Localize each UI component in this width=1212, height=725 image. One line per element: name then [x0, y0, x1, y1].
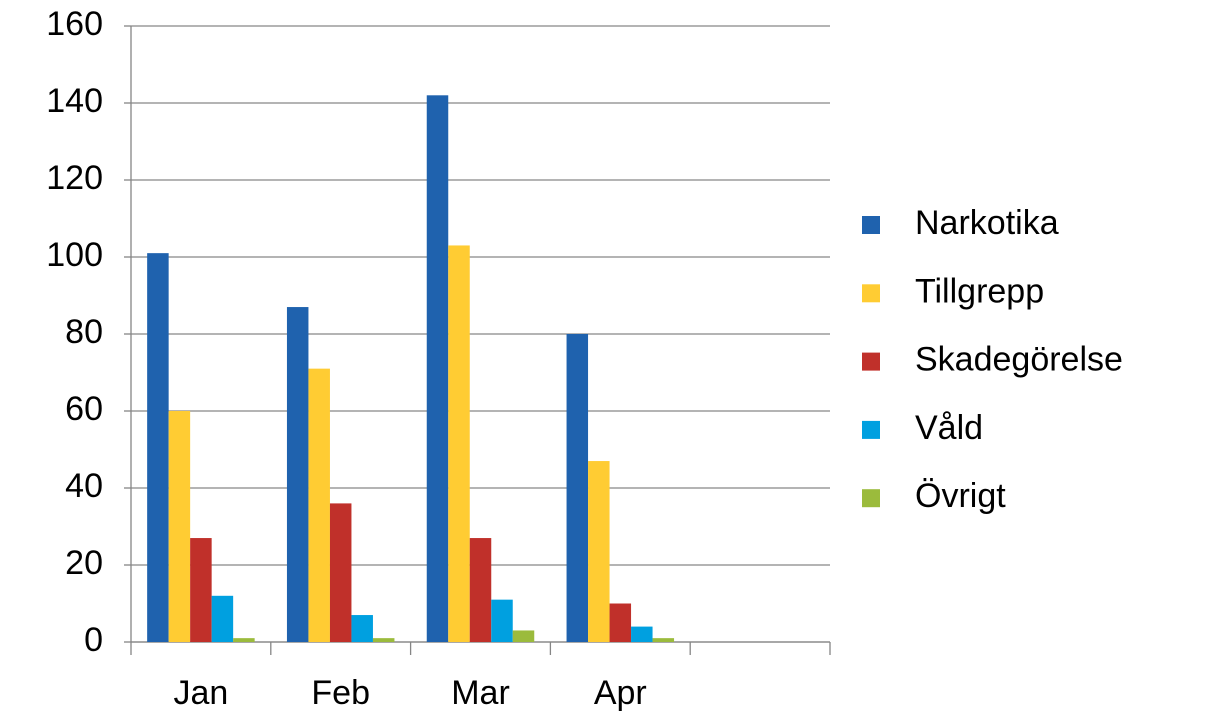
x-tick-label: Feb: [311, 674, 370, 712]
bar: [211, 595, 234, 642]
y-tick-label: 80: [65, 313, 103, 351]
bar: [426, 95, 449, 643]
legend-swatch: [862, 420, 880, 439]
legend-label: Våld: [915, 409, 983, 447]
legend-swatch: [862, 284, 880, 303]
bar: [491, 599, 513, 642]
bar: [609, 603, 632, 642]
x-tick-label: Mar: [451, 674, 510, 712]
legend-label: Skadegörelse: [915, 341, 1123, 379]
bar: [652, 638, 675, 642]
bar: [566, 334, 589, 642]
y-tick-label: 140: [46, 82, 103, 120]
bar: [372, 638, 395, 642]
bar: [168, 411, 191, 642]
bar: [588, 461, 610, 642]
bar: [147, 253, 169, 642]
y-tick-label: 40: [65, 467, 103, 505]
bar: [190, 538, 212, 642]
legend-swatch: [862, 489, 880, 508]
x-tick-label: Apr: [594, 674, 647, 712]
legend-label: Narkotika: [915, 204, 1059, 242]
y-tick-label: 20: [65, 544, 103, 582]
legend-swatch: [862, 216, 880, 234]
x-tick-label: Jan: [173, 674, 228, 712]
legend-label: Övrigt: [915, 477, 1006, 515]
bar: [351, 615, 373, 642]
bar: [512, 630, 535, 642]
bar: [329, 503, 352, 642]
y-tick-label: 100: [46, 236, 103, 274]
legend-swatch: [862, 352, 880, 371]
bar: [631, 626, 653, 642]
bar: [286, 307, 309, 642]
bar: [308, 368, 330, 642]
bar: [233, 638, 255, 642]
legend-label: Tillgrepp: [915, 272, 1044, 310]
y-tick-label: 120: [46, 159, 103, 197]
y-tick-label: 60: [65, 390, 103, 428]
y-tick-label: 0: [84, 621, 103, 659]
y-tick-label: 160: [46, 5, 103, 43]
bar: [448, 245, 470, 642]
bar: [469, 538, 492, 642]
